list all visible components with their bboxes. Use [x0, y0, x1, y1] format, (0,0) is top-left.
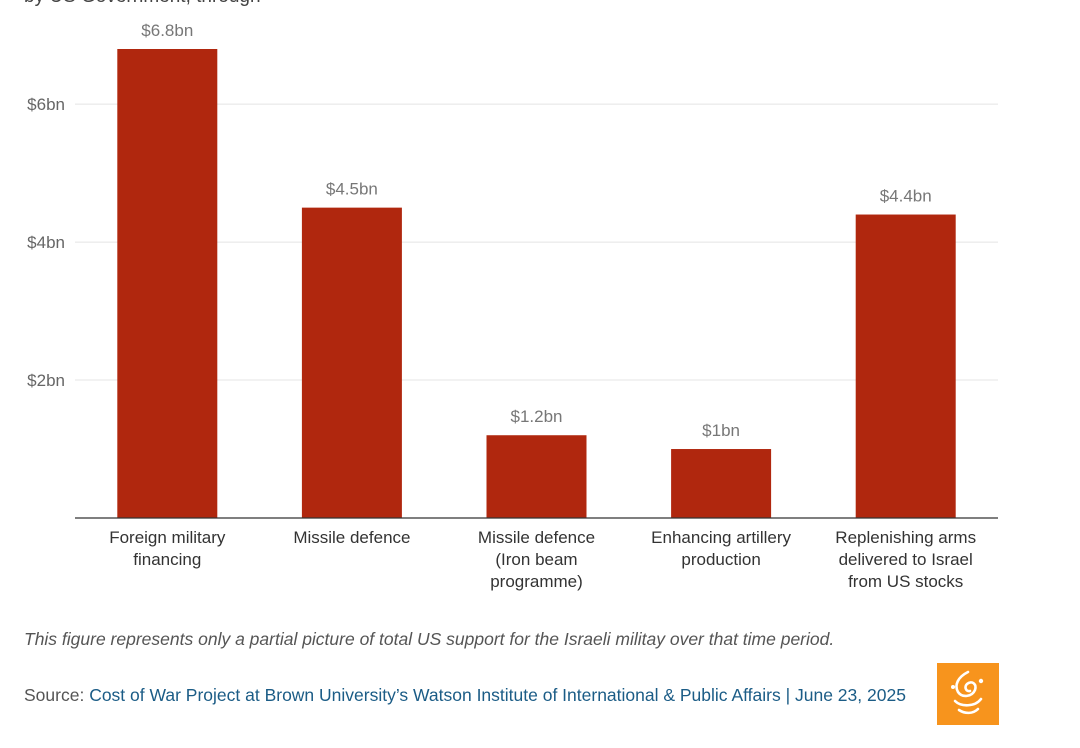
- chart-note: This figure represents only a partial pi…: [24, 629, 835, 649]
- y-tick-label: $4bn: [27, 233, 65, 252]
- y-tick-label: $2bn: [27, 371, 65, 390]
- bar-value-label: $4.4bn: [880, 187, 932, 206]
- bar-value-label: $4.5bn: [326, 180, 378, 199]
- x-tick-label: Missile defence: [293, 528, 410, 547]
- gridlines: [75, 103, 998, 381]
- bar: [671, 449, 772, 518]
- bar: [301, 207, 402, 518]
- bars: [117, 49, 956, 518]
- bar: [486, 435, 587, 518]
- bar: [855, 214, 956, 518]
- source-line: Source: Cost of War Project at Brown Uni…: [24, 683, 909, 707]
- x-tick-label: Foreign military financing: [109, 528, 226, 569]
- x-axis-labels: Foreign military financing Missile defence…: [109, 528, 976, 591]
- chart-title: by US Government, through: [24, 0, 261, 8]
- x-tick-label: Enhancing artillery production: [651, 528, 791, 569]
- y-tick-label: $6bn: [27, 95, 65, 114]
- data-labels: $6.8bn $4.5bn $1.2bn $1bn $4.4bn: [141, 21, 931, 440]
- bar-chart: $2bn $4bn $6bn Foreign military financing Mi…: [27, 21, 998, 591]
- bar: [117, 49, 218, 518]
- y-axis-ticks: $2bn $4bn $6bn: [27, 95, 65, 390]
- x-tick-label: Replenishing arms delivered to Israel from…: [835, 528, 976, 591]
- bar-value-label: $1bn: [702, 421, 740, 440]
- source-prefix: Source:: [24, 685, 90, 705]
- source-link[interactable]: Cost of War Project at Brown University’…: [89, 685, 906, 705]
- bar-value-label: $1.2bn: [511, 407, 563, 426]
- x-tick-label: Missile defence (Iron beam programme): [478, 528, 595, 591]
- al-jazeera-logo-icon: [937, 663, 999, 725]
- bar-value-label: $6.8bn: [141, 21, 193, 40]
